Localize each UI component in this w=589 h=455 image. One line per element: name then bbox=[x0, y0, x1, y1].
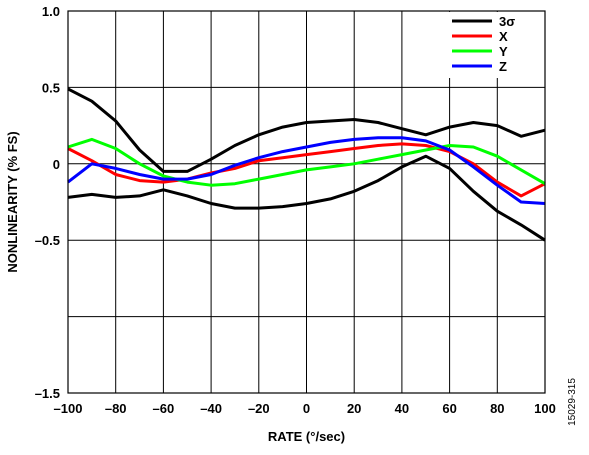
x-tick-label: –40 bbox=[200, 401, 222, 416]
y-tick-label: 0 bbox=[53, 157, 60, 172]
x-axis-title: RATE (°/sec) bbox=[268, 429, 345, 444]
x-tick-label: 60 bbox=[442, 401, 456, 416]
y-tick-label: 0.5 bbox=[42, 80, 60, 95]
x-tick-label: –60 bbox=[153, 401, 175, 416]
y-tick-label: –0.5 bbox=[35, 233, 60, 248]
figure-id: 15029-315 bbox=[567, 378, 578, 426]
series-line bbox=[67, 154, 546, 242]
y-tick-label: –1.5 bbox=[35, 386, 60, 401]
x-tick-label: 40 bbox=[395, 401, 409, 416]
x-tick-label: 100 bbox=[534, 401, 556, 416]
x-tick-label: –20 bbox=[248, 401, 270, 416]
x-tick-label: –100 bbox=[54, 401, 83, 416]
x-tick-label: 80 bbox=[490, 401, 504, 416]
legend-label: 3σ bbox=[499, 14, 515, 29]
series-line bbox=[67, 137, 546, 187]
y-tick-label: 1.0 bbox=[42, 4, 60, 19]
series-line bbox=[67, 87, 546, 173]
y-axis-title: NONLINEARITY (% FS) bbox=[5, 131, 20, 272]
series-line bbox=[67, 136, 546, 205]
plot-border bbox=[67, 10, 546, 394]
x-tick-label: –80 bbox=[105, 401, 127, 416]
legend-label: Y bbox=[499, 44, 508, 59]
legend-label: X bbox=[499, 29, 508, 44]
x-tick-label: 0 bbox=[303, 401, 310, 416]
data-series bbox=[67, 87, 546, 242]
tick-labels: –100 –80 –60 –40 –20 0 20 40 60 80 100 1.0 0.5 0 –0.5 –… bbox=[35, 4, 556, 416]
legend-label: Z bbox=[499, 59, 507, 74]
x-tick-label: 20 bbox=[347, 401, 361, 416]
